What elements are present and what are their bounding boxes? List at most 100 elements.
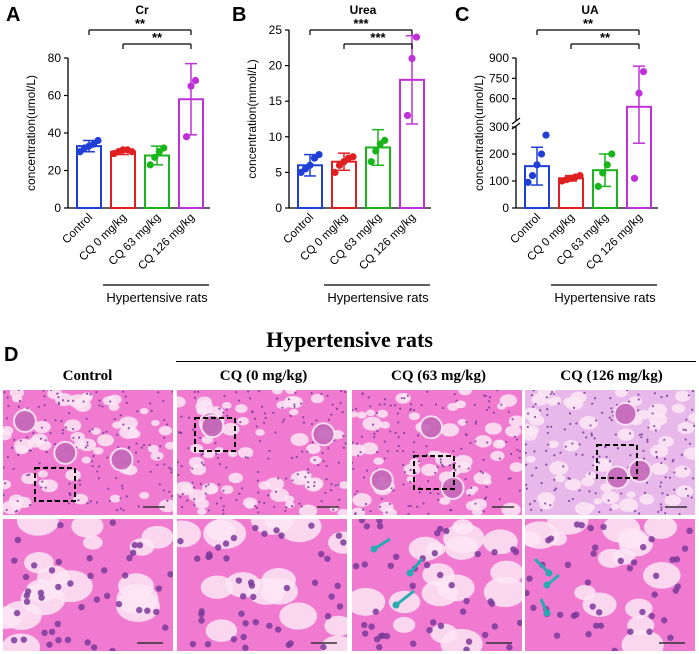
nucleus [361,392,364,395]
significance-label: ** [600,30,611,45]
nucleus [6,396,9,399]
data-point [412,33,421,41]
nucleus [620,492,623,495]
nucleus [473,403,476,406]
nucleus [553,489,556,492]
significance-label: ** [135,16,146,31]
tubule-lumen [618,498,638,512]
tubule-lumen [324,615,347,636]
nucleus [68,482,71,485]
nucleus [199,482,202,486]
tubule-lumen [650,462,669,476]
histology-image-zoom [525,519,695,651]
nucleus [301,450,304,453]
nucleus [204,485,208,488]
data-point [315,151,323,159]
nucleus [465,421,468,424]
nucleus [693,424,695,427]
nucleus [593,397,597,400]
tubule-lumen [492,439,506,449]
tubule-lumen [285,390,297,395]
nucleus [186,499,189,502]
nucleus [354,513,357,515]
nucleus [324,491,327,495]
y-tick-label: 80 [48,51,62,65]
tubule-lumen [276,400,289,410]
data-point [367,158,375,166]
nucleus [659,503,662,506]
nucleus [573,521,581,528]
significance-label: *** [353,16,369,31]
nucleus [214,544,222,551]
y-tick-label: 40 [48,126,62,140]
nucleus [545,537,552,544]
nucleus [38,594,45,601]
nucleus [216,456,220,460]
nucleus [653,392,656,395]
nucleus [26,407,29,410]
nucleus [78,479,81,482]
nucleus [201,452,205,455]
nucleus [409,582,416,590]
nucleus [371,423,375,426]
nucleus [235,577,243,584]
nucleus [119,507,122,510]
nucleus [289,414,292,418]
nucleus [525,463,528,466]
tubule-lumen [102,396,116,406]
nucleus [217,483,221,486]
nucleus [640,436,643,439]
tubule-lumen [82,535,103,550]
tubule-lumen [581,476,595,487]
nucleus [95,501,99,504]
nucleus [235,498,238,502]
nucleus [526,412,530,415]
tubule-lumen [650,444,669,458]
tubule-lumen [290,471,310,486]
nucleus [518,456,521,459]
nucleus [358,519,366,524]
nucleus [223,555,230,562]
nucleus [592,455,595,459]
data-point [608,150,616,158]
nucleus [237,399,241,402]
nucleus [149,402,152,405]
nucleus [330,483,333,486]
nucleus [671,460,674,463]
tubule-lumen [15,496,32,509]
nucleus [425,445,428,448]
nucleus [550,390,554,394]
nucleus [162,624,169,631]
nucleus [363,523,371,530]
nucleus [142,443,146,447]
nucleus [200,454,203,457]
nucleus [39,437,43,440]
data-point [160,144,168,152]
nucleus [516,619,522,627]
tubule-lumen [637,409,651,420]
nucleus [692,477,695,480]
data-point [151,153,159,161]
nucleus [192,486,195,489]
nucleus [193,498,196,501]
tubule-lumen [139,491,150,499]
data-point [599,169,607,177]
nucleus [17,405,21,408]
nucleus [167,571,173,578]
nucleus [191,467,194,470]
nucleus [575,453,578,456]
nucleus [488,600,496,607]
nucleus [32,431,35,435]
nucleus [597,622,605,629]
nucleus [255,425,259,428]
tubule-lumen [93,447,104,455]
tubule-lumen [16,519,59,536]
nucleus [483,497,487,500]
nucleus [3,391,6,394]
nucleus [590,550,597,557]
nucleus [594,492,597,495]
nucleus [300,402,303,405]
y-tick-label: 750 [489,71,509,85]
chart-cr: 020406080concentration(umol/L)CrControlC… [24,3,210,305]
y-tick-label: 100 [489,174,509,188]
